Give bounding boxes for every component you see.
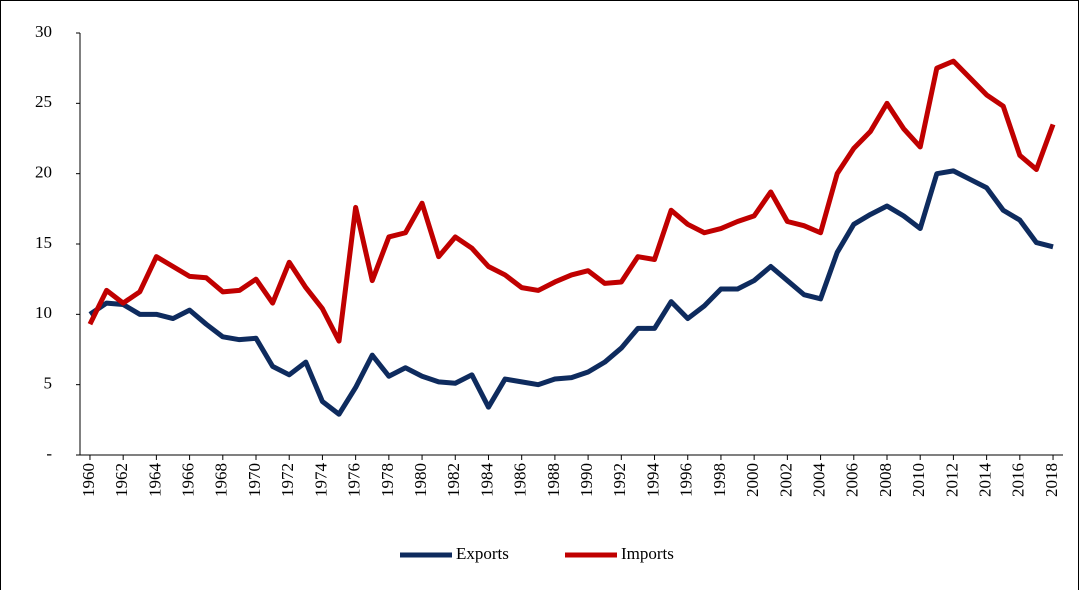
y-tick-label: - bbox=[46, 444, 52, 463]
x-tick-label: 2018 bbox=[1042, 463, 1061, 497]
x-tick-label: 1994 bbox=[643, 463, 662, 498]
y-tick-label: 5 bbox=[44, 374, 53, 393]
y-tick-label: 20 bbox=[35, 163, 52, 182]
x-tick-label: 1962 bbox=[112, 463, 131, 497]
x-tick-label: 1998 bbox=[710, 463, 729, 497]
y-tick-label: 15 bbox=[35, 233, 52, 252]
x-tick-label: 2016 bbox=[1009, 463, 1028, 497]
x-tick-label: 1988 bbox=[544, 463, 563, 497]
line-series bbox=[87, 58, 1056, 344]
x-tick-label: 1968 bbox=[212, 463, 231, 497]
x-tick-label: 2000 bbox=[743, 463, 762, 497]
x-tick-label: 1984 bbox=[477, 463, 496, 498]
x-tick-label: 1986 bbox=[511, 463, 530, 497]
y-tick-label: 10 bbox=[35, 303, 52, 322]
x-tick-label: 1960 bbox=[79, 463, 98, 497]
line-series bbox=[88, 168, 1054, 417]
x-tick-label: 1974 bbox=[311, 463, 330, 498]
legend-label: Exports bbox=[456, 544, 509, 563]
x-tick-label: 1992 bbox=[610, 463, 629, 497]
x-tick-label: 1972 bbox=[278, 463, 297, 497]
legend-label: Imports bbox=[621, 544, 674, 563]
x-tick-label: 1970 bbox=[245, 463, 264, 497]
x-tick-label: 1980 bbox=[411, 463, 430, 497]
x-tick-label: 2014 bbox=[976, 463, 995, 498]
x-tick-label: 2012 bbox=[942, 463, 961, 497]
x-tick-label: 2010 bbox=[909, 463, 928, 497]
x-tick-label: 2006 bbox=[843, 463, 862, 497]
y-tick-label: 30 bbox=[35, 22, 52, 41]
x-tick-label: 2002 bbox=[776, 463, 795, 497]
y-tick-label: 25 bbox=[35, 92, 52, 111]
x-tick-label: 1990 bbox=[577, 463, 596, 497]
x-tick-label: 1966 bbox=[178, 463, 197, 497]
x-tick-label: 1978 bbox=[378, 463, 397, 497]
x-tick-label: 1996 bbox=[677, 463, 696, 497]
x-tick-label: 1964 bbox=[145, 463, 164, 498]
x-tick-label: 2004 bbox=[809, 463, 828, 498]
x-tick-label: 1976 bbox=[345, 463, 364, 497]
x-tick-label: 1982 bbox=[444, 463, 463, 497]
x-tick-label: 2008 bbox=[876, 463, 895, 497]
